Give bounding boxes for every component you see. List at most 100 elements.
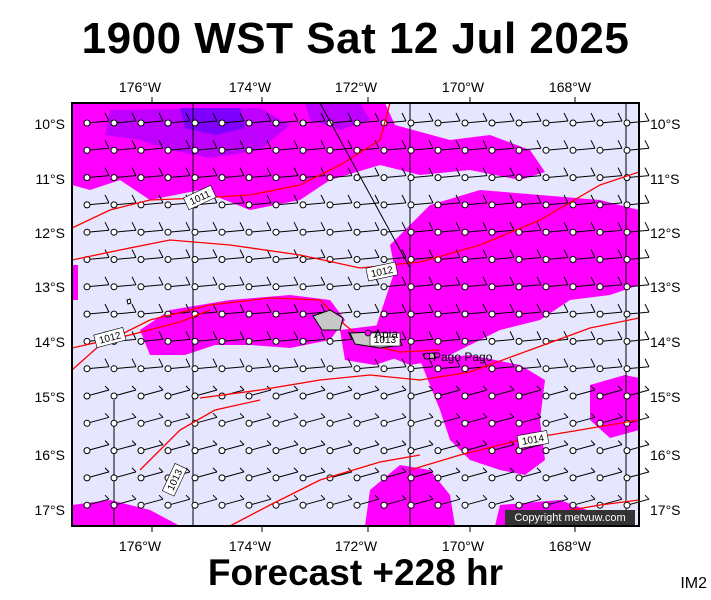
wind-barb-shaft <box>572 311 596 315</box>
wind-barb-feather <box>131 331 137 340</box>
wind-barb-feather <box>401 358 407 367</box>
wind-barb-shaft <box>329 120 353 124</box>
wind-barb-shaft <box>491 229 515 233</box>
wind-barb-shaft <box>194 498 218 506</box>
wind-station <box>191 501 199 509</box>
wind-barb-feather <box>401 303 407 313</box>
wind-barb-feather <box>320 494 326 500</box>
wind-barb-feather <box>239 221 245 231</box>
wind-station <box>569 283 577 291</box>
wind-barb-feather <box>536 140 542 149</box>
wind-barb-feather <box>185 385 191 391</box>
wind-barb-shaft <box>599 229 623 233</box>
wind-barb-shaft <box>410 366 434 370</box>
wind-station <box>515 419 523 427</box>
lon-label-172w: 172°W <box>335 79 378 95</box>
wind-barb-shaft <box>464 284 488 288</box>
wind-station <box>434 501 442 509</box>
wind-station <box>407 228 415 236</box>
wind-barb-shaft <box>302 416 326 424</box>
wind-station <box>515 474 523 482</box>
wind-barb-shaft <box>113 147 137 151</box>
wind-station <box>596 283 604 291</box>
wind-barb-shaft <box>140 498 164 506</box>
wind-barb-shaft <box>248 338 272 342</box>
wind-station <box>137 501 145 509</box>
wind-barb-feather <box>617 167 623 176</box>
wind-station <box>488 419 496 427</box>
wind-barb-shaft <box>383 366 407 370</box>
wind-station <box>515 337 523 345</box>
wind-barb-shaft <box>545 229 569 233</box>
wind-barb-shaft <box>599 416 623 424</box>
wind-barb-shaft <box>572 257 596 260</box>
wind-station <box>380 474 388 482</box>
wind-barb-shaft <box>545 416 569 424</box>
svg-text:15°S: 15°S <box>34 389 65 405</box>
wind-station <box>542 119 550 127</box>
wind-barb-feather <box>374 303 380 313</box>
wind-barb-feather <box>212 167 218 176</box>
wind-barb-feather <box>293 194 299 204</box>
wind-station <box>488 201 496 209</box>
wind-barb-shaft <box>248 175 272 179</box>
wind-barb-shaft <box>86 202 110 206</box>
wind-station <box>299 310 307 318</box>
wind-barb-feather <box>455 194 461 204</box>
wind-barb-feather <box>374 112 380 122</box>
wind-barb-shaft <box>383 498 407 506</box>
wind-station <box>137 419 145 427</box>
wind-barb-feather <box>185 167 191 176</box>
wind-barb-feather <box>185 494 191 500</box>
wind-barb-feather <box>590 276 596 286</box>
wind-station <box>380 256 388 263</box>
wind-barb-feather <box>482 412 488 418</box>
wind-barb-shaft <box>329 202 353 206</box>
wind-station <box>407 310 415 318</box>
wind-station <box>218 474 226 482</box>
wind-barb-feather <box>374 412 380 418</box>
wind-barb-feather <box>644 140 650 149</box>
wind-station <box>164 447 172 455</box>
wind-station <box>353 174 361 182</box>
wind-barb-shaft <box>572 389 596 397</box>
wind-barb-shaft <box>572 416 596 424</box>
wind-barb-shaft <box>86 175 110 179</box>
wind-barb-shaft <box>410 389 434 397</box>
wind-barb-feather <box>536 167 542 176</box>
wind-station <box>596 228 604 236</box>
wind-barb-feather <box>131 112 137 122</box>
wind-barb-feather <box>509 303 515 313</box>
wind-barb-feather <box>320 276 326 286</box>
svg-text:10°S: 10°S <box>34 116 65 132</box>
wind-barb-feather <box>212 221 218 231</box>
isobar-label-1014: 1014 <box>521 433 545 448</box>
wind-barb-shaft <box>410 229 434 233</box>
wind-barb-feather <box>482 494 488 500</box>
wind-station <box>353 447 361 455</box>
wind-barb-shaft <box>572 284 596 288</box>
wind-barb-shaft <box>194 416 218 424</box>
wind-barb-shaft <box>410 498 434 506</box>
wind-barb-shaft <box>248 284 272 288</box>
wind-station <box>434 337 442 345</box>
wind-barb-feather <box>563 167 569 176</box>
wind-barb-feather <box>482 467 488 473</box>
wind-barb-shaft <box>194 311 218 315</box>
wind-barb-shaft <box>221 257 245 260</box>
svg-text:10°S: 10°S <box>650 116 681 132</box>
wind-barb-feather <box>482 440 488 445</box>
wind-barb-shaft <box>356 202 380 206</box>
wind-barb-shaft <box>464 471 488 479</box>
wind-barb-shaft <box>86 416 110 424</box>
wind-station <box>326 447 334 455</box>
wind-barb-shaft <box>410 257 434 260</box>
wind-station <box>299 337 307 345</box>
wind-barb-shaft <box>437 284 461 288</box>
wind-barb-shaft <box>113 366 137 370</box>
wind-barb-shaft <box>167 389 191 397</box>
wind-barb-feather <box>563 385 569 391</box>
wind-station <box>191 337 199 345</box>
wind-barb-feather <box>374 440 380 445</box>
wind-station <box>137 474 145 482</box>
